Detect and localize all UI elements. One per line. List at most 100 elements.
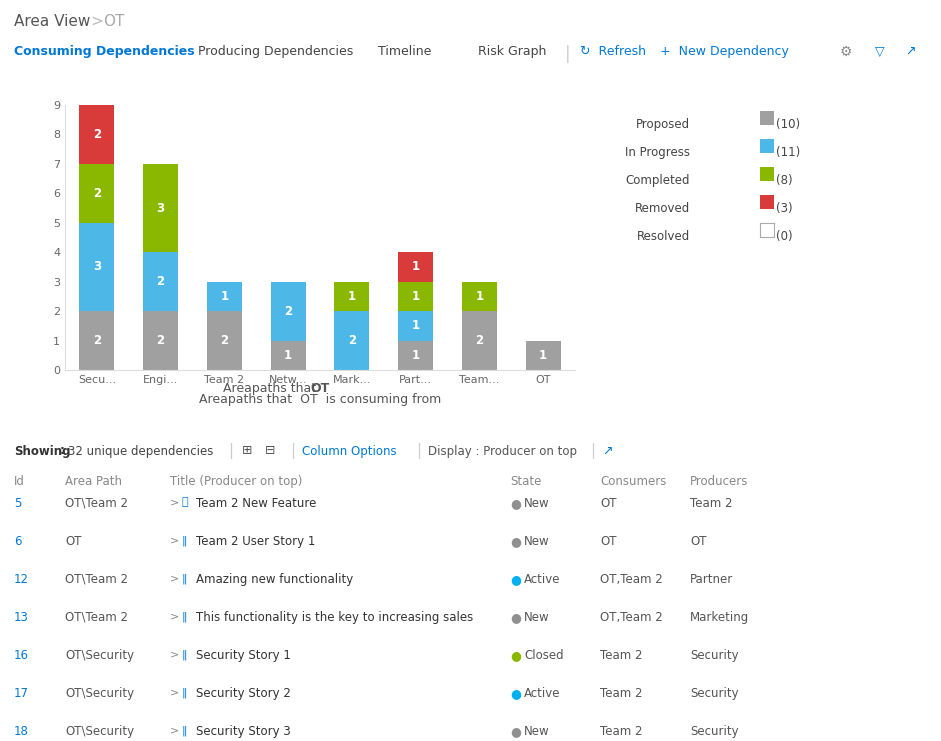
Text: 1: 1 (475, 290, 484, 303)
Bar (271, 282, 306, 341)
Text: Amazing new functionality: Amazing new functionality (196, 573, 353, 586)
Text: 2: 2 (93, 187, 101, 200)
Text: Team 2 New Feature: Team 2 New Feature (196, 497, 316, 510)
Text: Team 2: Team 2 (600, 649, 643, 662)
Text: OT: OT (311, 382, 329, 395)
Text: 13: 13 (14, 611, 29, 624)
Text: (0): (0) (776, 230, 792, 243)
Bar (143, 252, 178, 311)
Text: Producers: Producers (690, 475, 748, 488)
Text: ●: ● (510, 497, 521, 510)
Text: OT\Security: OT\Security (65, 649, 135, 662)
Text: OT: OT (600, 497, 616, 510)
Text: ‖: ‖ (182, 535, 187, 545)
Text: OT: OT (65, 535, 82, 548)
Text: ●: ● (510, 649, 521, 662)
Text: 1: 1 (411, 319, 420, 332)
Text: 1: 1 (220, 290, 229, 303)
Text: >: > (170, 687, 179, 697)
Text: >: > (170, 535, 179, 545)
Text: Security Story 1: Security Story 1 (196, 649, 291, 662)
Text: 1: 1 (348, 290, 356, 303)
Bar (526, 341, 561, 370)
Text: Risk Graph: Risk Graph (478, 45, 547, 58)
Text: Proposed: Proposed (636, 118, 690, 131)
Text: ▽: ▽ (875, 45, 885, 58)
Text: ●: ● (510, 573, 521, 586)
X-axis label: Areapaths that  OT  is consuming from: Areapaths that OT is consuming from (199, 393, 441, 406)
Text: State: State (510, 475, 541, 488)
Text: OT\Security: OT\Security (65, 725, 135, 738)
Text: OT\Security: OT\Security (65, 687, 135, 700)
Text: 2: 2 (93, 334, 101, 347)
Bar (207, 311, 242, 370)
Text: 2: 2 (156, 334, 165, 347)
Text: 1: 1 (539, 349, 547, 362)
Text: |: | (565, 45, 570, 63)
Bar (462, 311, 497, 370)
Bar (79, 223, 115, 311)
Text: 2: 2 (220, 334, 229, 347)
Text: 3: 3 (156, 202, 165, 215)
Text: ↗: ↗ (905, 45, 916, 58)
Text: Security: Security (690, 725, 739, 738)
Text: ‖: ‖ (182, 611, 187, 622)
Text: 1: 1 (284, 349, 293, 362)
Text: OT: OT (690, 535, 707, 548)
Bar (79, 164, 115, 223)
Bar (271, 341, 306, 370)
Text: ⚙: ⚙ (840, 45, 853, 59)
Text: ‖: ‖ (182, 573, 187, 583)
Text: Team 2 User Story 1: Team 2 User Story 1 (196, 535, 315, 548)
Text: Team 2: Team 2 (600, 725, 643, 738)
Text: 1: 1 (411, 349, 420, 362)
Bar (334, 311, 370, 370)
Text: Completed: Completed (626, 174, 690, 187)
Text: >: > (170, 497, 179, 507)
Bar (398, 282, 433, 311)
Text: OT: OT (600, 535, 616, 548)
Text: OT,Team 2: OT,Team 2 (600, 611, 662, 624)
Text: This functionality is the key to increasing sales: This functionality is the key to increas… (196, 611, 473, 624)
Text: ↻  Refresh: ↻ Refresh (580, 45, 646, 58)
Text: (11): (11) (776, 146, 800, 159)
Text: Security Story 2: Security Story 2 (196, 687, 291, 700)
Text: >: > (170, 725, 179, 735)
Text: Producing Dependencies: Producing Dependencies (198, 45, 353, 58)
Bar (143, 164, 178, 252)
Text: (8): (8) (776, 174, 792, 187)
Text: |: | (290, 443, 295, 459)
Text: Area Path: Area Path (65, 475, 122, 488)
Text: Area View: Area View (14, 14, 90, 29)
Bar (207, 282, 242, 311)
Text: Title (Producer on top): Title (Producer on top) (170, 475, 302, 488)
Text: ⊞: ⊞ (242, 445, 252, 457)
Text: ↗: ↗ (602, 445, 613, 457)
Text: Team 2: Team 2 (600, 687, 643, 700)
Text: Marketing: Marketing (690, 611, 749, 624)
Text: New: New (524, 497, 550, 510)
Text: 6: 6 (14, 535, 22, 548)
Text: Security: Security (690, 649, 739, 662)
Text: |: | (416, 443, 422, 459)
Text: Active: Active (524, 687, 561, 700)
Text: 17: 17 (14, 687, 29, 700)
Text: (3): (3) (776, 202, 792, 215)
Text: Showing: Showing (14, 445, 71, 457)
Text: OT,Team 2: OT,Team 2 (600, 573, 662, 586)
Text: (10): (10) (776, 118, 800, 131)
Text: 2: 2 (475, 334, 484, 347)
Text: Consumers: Consumers (600, 475, 666, 488)
Text: >: > (170, 611, 179, 621)
Text: 5: 5 (14, 497, 22, 510)
Text: OT\Team 2: OT\Team 2 (65, 497, 128, 510)
Bar (79, 311, 115, 370)
Text: In Progress: In Progress (625, 146, 690, 159)
Bar (79, 105, 115, 164)
Text: 18: 18 (14, 725, 29, 738)
Text: ●: ● (510, 535, 521, 548)
Text: 1: 1 (411, 260, 420, 273)
Text: :: : (60, 445, 65, 457)
Text: Active: Active (524, 573, 561, 586)
Text: ●: ● (510, 611, 521, 624)
